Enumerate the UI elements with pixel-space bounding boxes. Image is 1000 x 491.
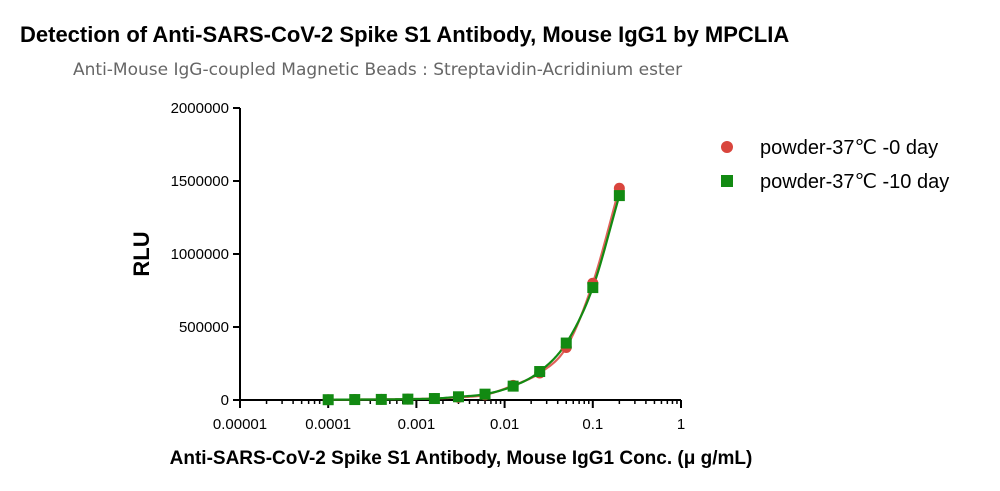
x-tick-label: 0.00001 bbox=[213, 416, 267, 433]
axes bbox=[239, 108, 681, 401]
data-point-series-2 bbox=[402, 393, 414, 405]
data-point-series-2 bbox=[560, 337, 572, 349]
x-axis-title: Anti-SARS-CoV-2 Spike S1 Antibody, Mouse… bbox=[170, 448, 753, 469]
y-tick-label: 500000 bbox=[179, 319, 229, 336]
data-point-series-2 bbox=[534, 366, 546, 378]
y-tick-label: 1000000 bbox=[171, 246, 229, 263]
data-point-series-2 bbox=[349, 394, 361, 406]
data-point-series-2 bbox=[479, 388, 491, 400]
y-tick-label: 1500000 bbox=[171, 173, 229, 190]
data-point-series-2 bbox=[587, 282, 599, 294]
x-tick-label: 0.001 bbox=[398, 416, 436, 433]
legend-label-series-2: powder-37℃ -10 day bbox=[760, 171, 949, 193]
chart-subtitle: Anti-Mouse IgG-coupled Magnetic Beads : … bbox=[73, 60, 683, 80]
data-point-series-2 bbox=[452, 391, 464, 403]
fit-curves bbox=[328, 188, 621, 401]
data-point-series-2 bbox=[375, 393, 387, 405]
fit-curve-2 bbox=[328, 195, 621, 401]
data-point-series-2 bbox=[507, 380, 519, 392]
data-point-series-2 bbox=[428, 393, 440, 405]
x-tick-label: 0.1 bbox=[582, 416, 603, 433]
x-tick-label: 0.0001 bbox=[305, 416, 351, 433]
data-point-series-2 bbox=[613, 190, 625, 202]
y-axis-title: RLU bbox=[129, 231, 154, 276]
legend: powder-37℃ -0 day powder-37℃ -10 day bbox=[721, 137, 949, 193]
legend-label-series-1: powder-37℃ -0 day bbox=[760, 137, 938, 159]
fit-curve-1 bbox=[328, 188, 621, 401]
y-ticks: 0 500000 1000000 1500000 2000000 bbox=[171, 100, 240, 409]
data-point-series-2 bbox=[322, 394, 334, 406]
data-points bbox=[322, 182, 625, 406]
x-tick-label: 0.01 bbox=[490, 416, 519, 433]
y-tick-label: 2000000 bbox=[171, 100, 229, 117]
x-tick-label: 1 bbox=[677, 416, 685, 433]
x-ticks: 0.00001 0.0001 0.001 0.01 0.1 1 bbox=[213, 400, 685, 433]
y-tick-label: 0 bbox=[221, 392, 229, 409]
chart-title: Detection of Anti-SARS-CoV-2 Spike S1 An… bbox=[20, 22, 790, 47]
legend-marker-series-1 bbox=[721, 141, 733, 153]
legend-marker-series-2 bbox=[721, 175, 733, 187]
